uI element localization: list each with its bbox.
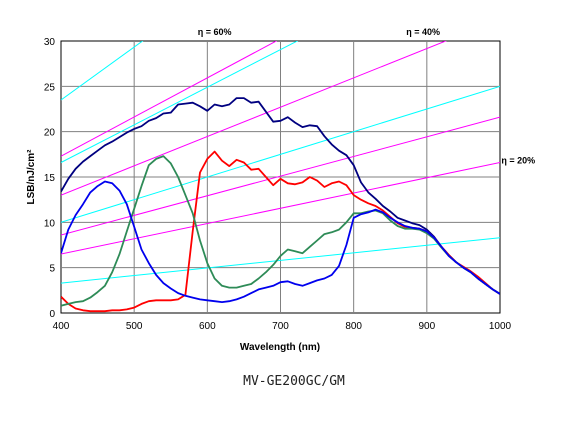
efficiency-reference-line [61,237,500,284]
y-tick-label: 25 [44,82,56,93]
y-tick-labels: 0 5 10 15 20 25 30 [44,37,56,320]
y-tick-label: 20 [44,128,56,139]
x-tick-labels: 400 500 600 700 800 900 1000 [53,321,512,332]
spectral-response-chart: 400 500 600 700 800 900 1000 0 5 10 15 20 25 30 η = … [26,27,535,353]
x-tick-label: 500 [126,321,143,332]
efficiency-reference-line [61,162,500,255]
efficiency-labels: η = 60% η = 40% η = 20% [198,27,535,166]
efficiency-reference-line [61,41,144,101]
gridlines [61,41,500,313]
x-tick-label: 700 [272,321,289,332]
efficiency-label: η = 20% [501,156,535,166]
y-axis-label: LSB/nJ/cm² [26,149,37,205]
y-tick-label: 15 [44,173,56,184]
x-tick-label: 1000 [489,321,512,332]
x-axis-label: Wavelength (nm) [240,342,320,353]
y-tick-label: 0 [49,309,55,320]
efficiency-label: η = 40% [406,27,440,37]
x-tick-label: 800 [345,321,362,332]
efficiency-reference-lines [61,41,500,284]
efficiency-reference-line [61,41,299,163]
x-tick-label: 900 [418,321,435,332]
response-curve [61,97,500,295]
y-tick-label: 30 [44,37,56,48]
efficiency-label: η = 60% [198,27,232,37]
x-tick-label: 600 [199,321,216,332]
response-curve [61,180,500,303]
efficiency-reference-line [61,116,500,236]
response-curve [61,155,500,307]
camera-model-caption: MV-GE200GC/GM [243,374,345,389]
efficiency-reference-line [61,41,278,157]
efficiency-reference-line [61,41,448,196]
y-tick-label: 10 [44,218,56,229]
y-tick-label: 5 [49,264,55,275]
efficiency-reference-line [61,85,500,223]
response-curves [61,97,500,313]
x-tick-label: 400 [53,321,70,332]
